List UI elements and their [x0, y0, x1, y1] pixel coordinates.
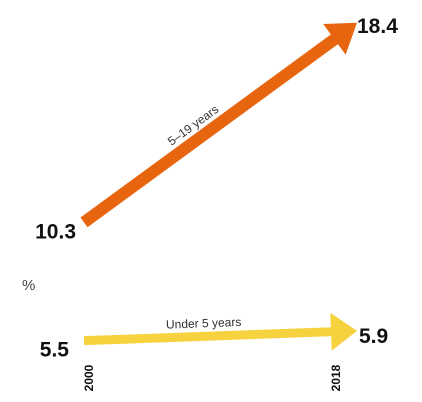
value-label-start-1: 5.5	[40, 339, 70, 362]
series-label-1: Under 5 years	[166, 315, 242, 332]
value-label-start-0: 10.3	[35, 220, 76, 243]
unit-label: %	[22, 277, 35, 294]
value-label-end-1: 5.9	[359, 325, 388, 348]
x-tick-label-2018: 2018	[329, 364, 343, 391]
arrowhead-0	[323, 22, 357, 55]
series-line-0	[80, 33, 340, 228]
arrowhead-1	[330, 312, 357, 351]
series-layer	[80, 22, 357, 351]
value-label-end-0: 18.4	[357, 15, 398, 38]
series-line-1	[83, 327, 334, 346]
x-tick-label-2000: 2000	[82, 364, 96, 391]
